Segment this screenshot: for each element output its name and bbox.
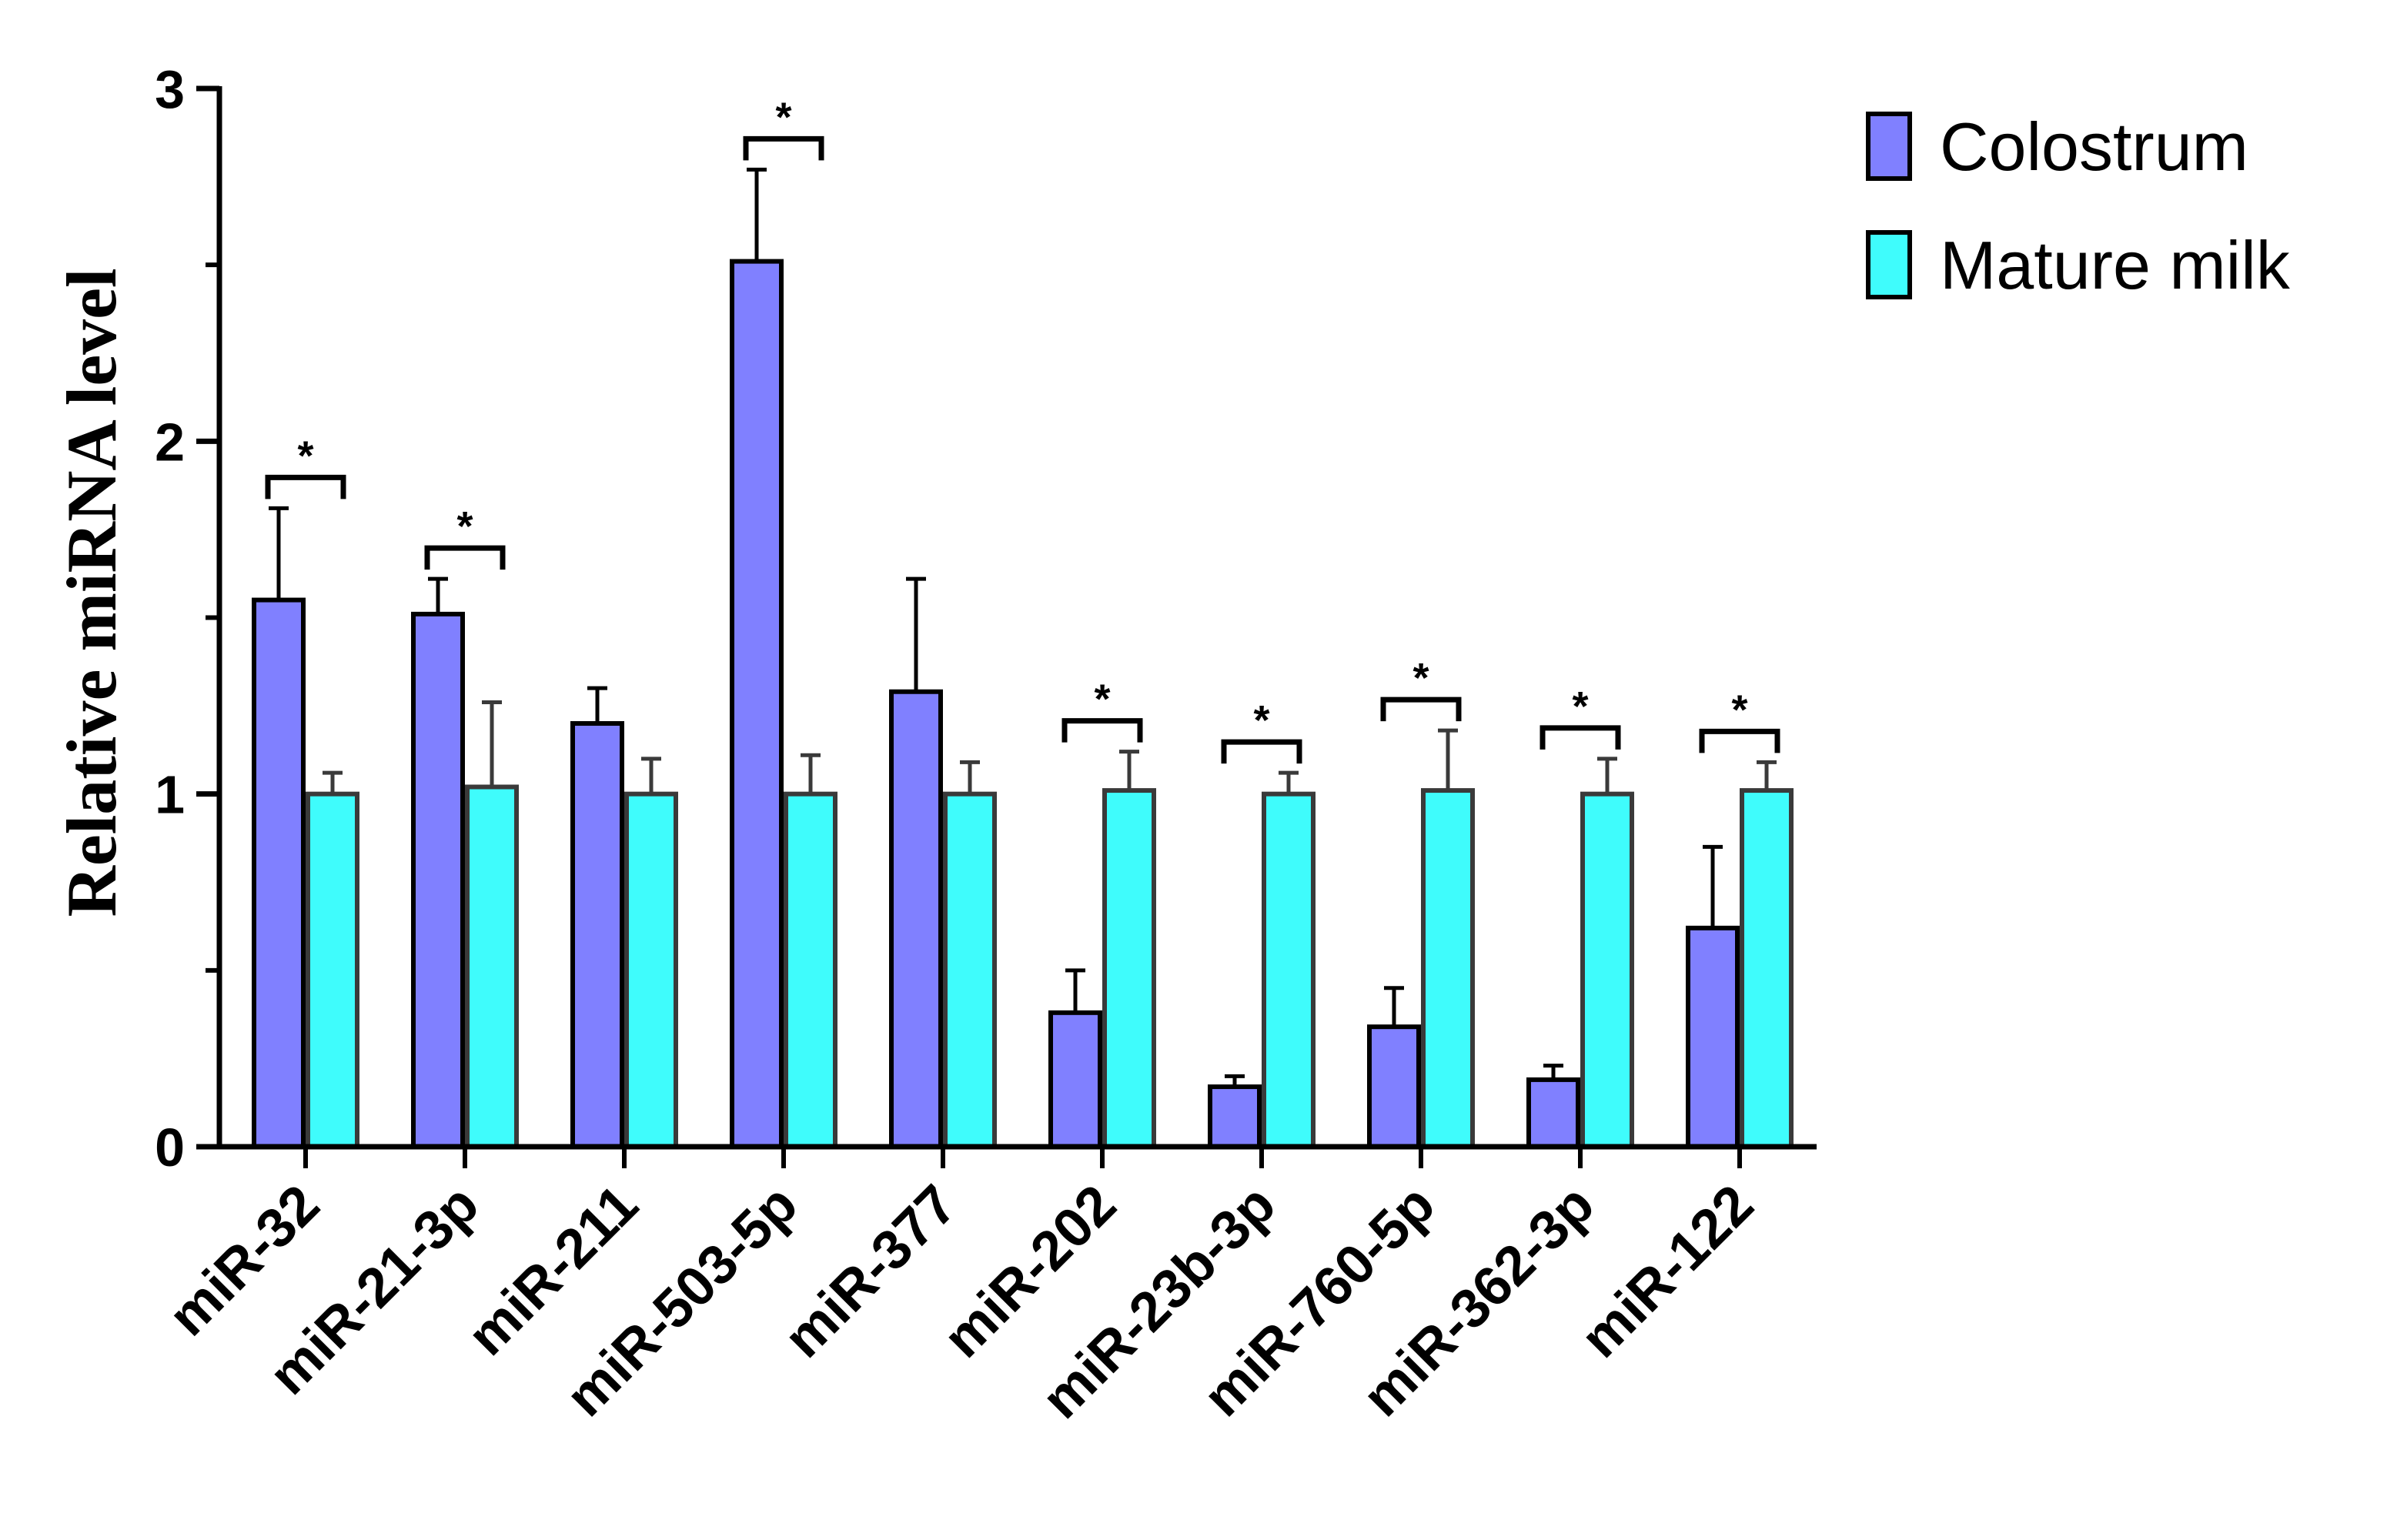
significance-bracket-mir-32 xyxy=(265,474,346,499)
bar-mature-milk-mir-32 xyxy=(306,791,359,1149)
significance-bracket-mir-760-5p xyxy=(1380,697,1462,722)
bar-mature-milk-mir-760-5p xyxy=(1421,788,1475,1150)
legend-swatch-colostrum xyxy=(1866,112,1912,181)
axes-layer: 0 1 2 3 xyxy=(155,59,1817,1178)
significance-bracket-mir-362-3p xyxy=(1540,725,1621,750)
bar-mature-milk-mir-202 xyxy=(1102,788,1156,1150)
legend-swatch-mature-milk xyxy=(1866,230,1912,299)
significance-bracket-mir-21-3p xyxy=(424,545,506,570)
y-tick-label-0: 0 xyxy=(155,1117,185,1178)
bar-colostrum-mir-362-3p xyxy=(1526,1077,1580,1149)
bar-colostrum-mir-377 xyxy=(889,689,943,1149)
y-tick-label-1: 1 xyxy=(155,765,185,825)
bar-colostrum-mir-760-5p xyxy=(1367,1024,1421,1149)
bar-mature-milk-mir-21-3p xyxy=(465,784,519,1149)
significance-bracket-mir-122 xyxy=(1699,728,1780,753)
bar-colostrum-mir-503-5p xyxy=(730,259,784,1149)
y-axis-label: Relative miRNA level xyxy=(52,268,131,917)
y-tick-label-3: 3 xyxy=(155,59,185,119)
significance-star-mir-21-3p: * xyxy=(456,503,473,550)
y-tick-label-2: 2 xyxy=(155,412,185,472)
significance-star-mir-23b-3p: * xyxy=(1253,697,1269,743)
bar-mature-milk-mir-122 xyxy=(1740,788,1794,1150)
significance-star-mir-760-5p: * xyxy=(1412,655,1429,701)
bar-colostrum-mir-23b-3p xyxy=(1208,1084,1262,1150)
x-tick-label-mir-377: miR-377 xyxy=(773,1174,969,1370)
significance-star-mir-202: * xyxy=(1094,676,1110,723)
significance-bracket-mir-503-5p xyxy=(743,135,824,161)
x-tick-label-mir-122: miR-122 xyxy=(1570,1174,1766,1370)
significance-star-mir-362-3p: * xyxy=(1572,683,1588,730)
significance-bracket-mir-23b-3p xyxy=(1221,739,1302,764)
bar-mature-milk-mir-377 xyxy=(943,791,997,1149)
legend: Colostrum Mature milk xyxy=(1866,109,2291,303)
error-bars-layer xyxy=(269,167,1777,1087)
significance-star-mir-503-5p: * xyxy=(775,94,791,140)
bar-colostrum-mir-211 xyxy=(570,721,624,1149)
bar-colostrum-mir-122 xyxy=(1686,925,1740,1150)
y-axis-label-group: Relative miRNA level xyxy=(52,268,131,917)
bar-colostrum-mir-202 xyxy=(1048,1010,1102,1150)
significance-layer: * * * * * * * * xyxy=(265,94,1780,764)
significance-bracket-mir-202 xyxy=(1061,718,1143,743)
x-tick-labels-layer: miR-32miR-21-3pmiR-211miR-503-5pmiR-377m… xyxy=(157,1174,1765,1431)
legend-label-mature-milk: Mature milk xyxy=(1940,227,2291,303)
significance-star-mir-32: * xyxy=(297,433,313,479)
significance-star-mir-122: * xyxy=(1731,686,1747,733)
bar-colostrum-mir-21-3p xyxy=(411,611,465,1149)
bar-colostrum-mir-32 xyxy=(252,597,306,1149)
bar-mature-milk-mir-503-5p xyxy=(784,791,837,1149)
legend-label-colostrum: Colostrum xyxy=(1940,109,2248,185)
bar-mature-milk-mir-23b-3p xyxy=(1262,791,1316,1149)
bar-mature-milk-mir-211 xyxy=(624,791,678,1149)
bar-mature-milk-mir-362-3p xyxy=(1580,791,1634,1149)
